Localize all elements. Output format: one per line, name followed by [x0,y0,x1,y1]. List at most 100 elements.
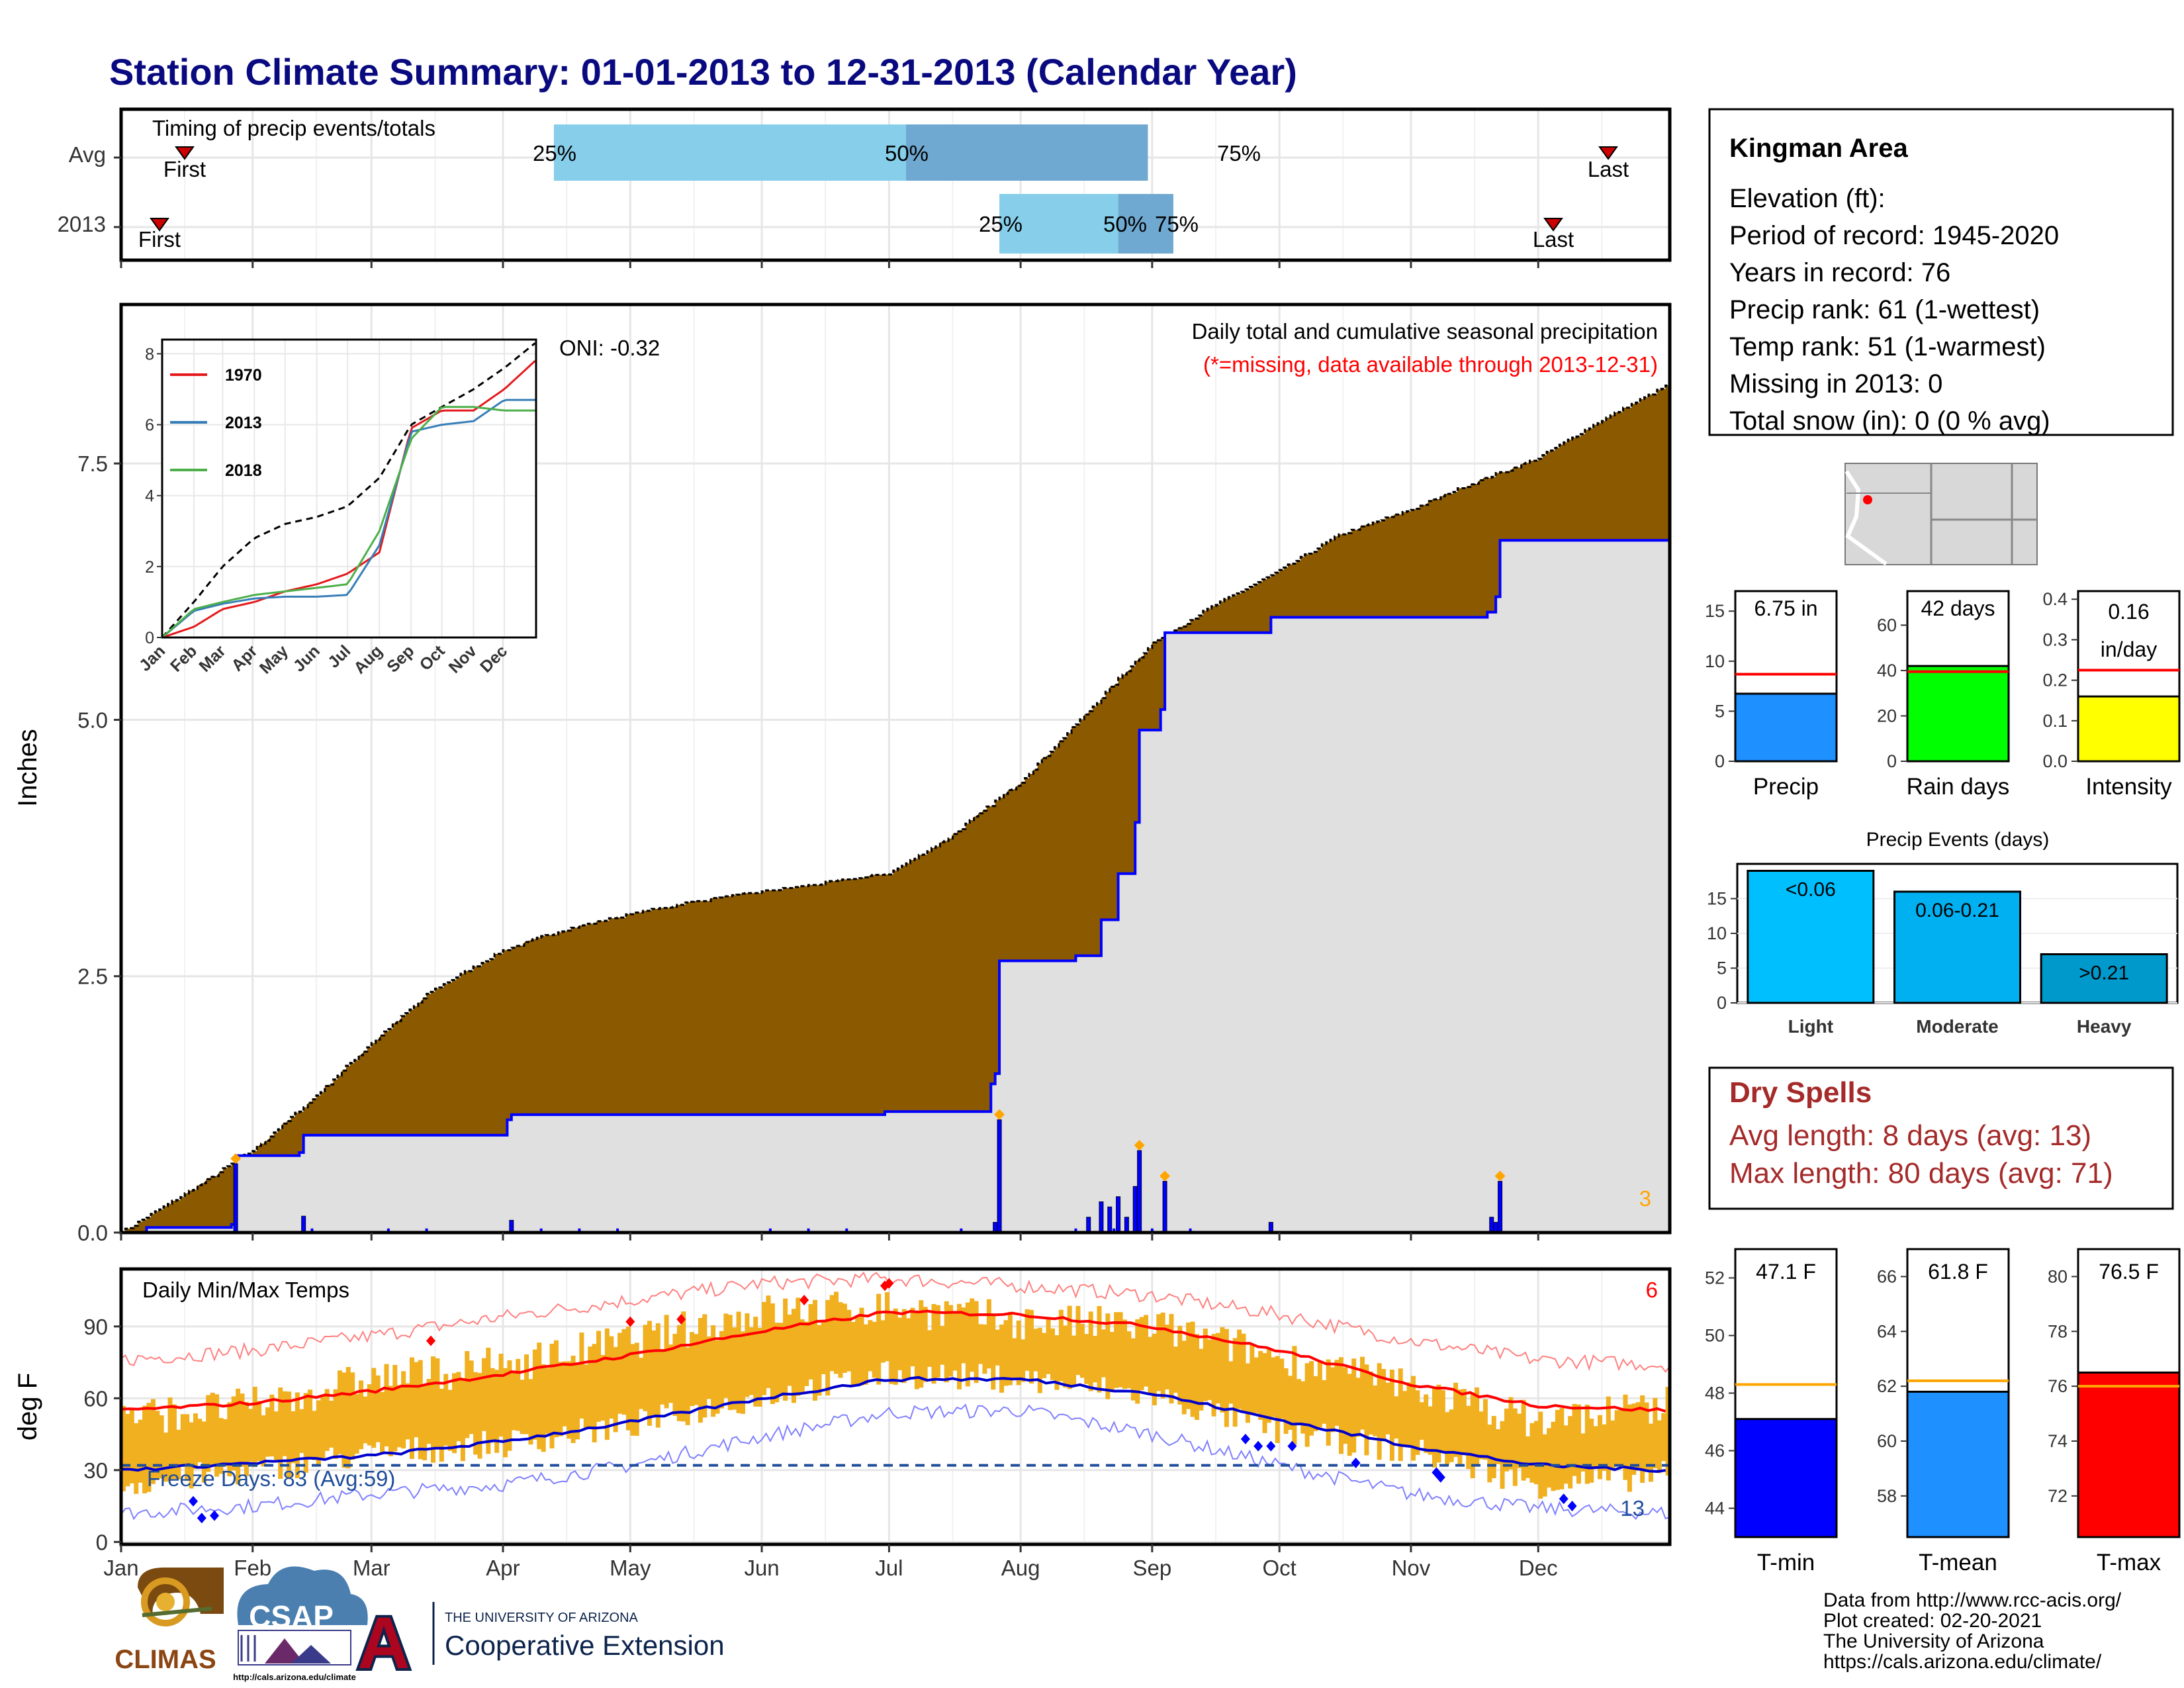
month-tick-label: Dec [1519,1556,1558,1580]
daily-temp-range [1457,1389,1463,1466]
daily-temp-range [1334,1360,1340,1426]
daily-temp-range [838,1302,843,1378]
daily-temp-range [414,1362,419,1438]
temp-y-tick-label: 0 [96,1530,108,1554]
daily-temp-range [146,1403,152,1492]
daily-temp-range [486,1347,491,1454]
daily-temp-range [324,1389,330,1451]
daily-temp-range [1275,1356,1280,1443]
daily-temp-range [180,1414,185,1465]
daily-temp-range [537,1342,542,1450]
daily-temp-range [1610,1420,1615,1470]
daily-temp-range [995,1329,1000,1366]
daily-temp-range [1351,1358,1357,1453]
daily-temp-range [1657,1420,1662,1474]
daily-temp-range [876,1293,882,1385]
daily-temp-range [308,1389,313,1459]
daily-temp-range [1190,1321,1195,1417]
daily-temp-range [570,1355,576,1443]
daily-temp-range [1177,1325,1183,1405]
credit-line-1: Data from http://www.rcc-acis.org/ [1823,1589,2122,1611]
daily-temp-range [676,1325,682,1421]
daily-temp-range [265,1407,270,1457]
record-low-marker [1435,1472,1445,1483]
tmax-chart: 72 74 76 78 80 76.5 F T-max [2048,1248,2181,1575]
daily-precip-bar [1086,1217,1091,1233]
daily-temp-range [1368,1371,1373,1435]
trace-precip-bar [998,1228,1001,1233]
timing-bar-lower-quartile [553,124,907,181]
timing-panel: Timing of precip events/totals Avg 2013 … [58,107,1672,268]
daily-temp-range [1580,1433,1586,1472]
daily-temp-range [1576,1404,1581,1484]
rain-days-category-label: Rain days [1907,774,2010,800]
daily-temp-range [956,1303,962,1389]
timing-year-last: Last [1533,218,1574,252]
precip-y-tick-label: 5.0 [77,708,108,732]
daily-temp-range [1199,1348,1204,1411]
precip-total-category-label: Precip [1753,774,1819,800]
daily-temp-range [884,1292,889,1362]
rain-days-value-bar [1906,665,2010,763]
daily-temp-range [155,1411,160,1480]
daily-temp-range [456,1372,461,1442]
daily-temp-range [231,1396,236,1471]
daily-temp-range [910,1307,915,1366]
station-line-4: Precip rank: 61 (1-wettest) [1729,295,2040,324]
daily-temp-range [1330,1367,1336,1432]
daily-precip-bar [1099,1201,1104,1233]
daily-temp-range [240,1393,245,1467]
daily-temp-range [1109,1332,1115,1391]
tmin-y-tick-label: 52 [1705,1268,1725,1288]
events-y-tick-label: 15 [1707,889,1727,909]
daily-temp-range [409,1357,414,1459]
daily-temp-range [1283,1368,1289,1434]
daily-temp-range [121,1405,126,1491]
inset-y-tick-label: 0 [145,629,154,647]
daily-temp-range [1033,1329,1038,1372]
timing-avg-p75: 75% [1217,141,1261,165]
daily-temp-range [935,1305,940,1378]
daily-temp-range [1042,1333,1047,1378]
month-tick-label: Jul [875,1556,903,1580]
daily-temp-range [481,1358,486,1431]
daily-temp-range [796,1297,801,1396]
daily-temp-range [574,1362,580,1440]
freeze-days-label: Freeze Days: 83 (Avg:59) [147,1466,395,1491]
daily-temp-range [808,1304,813,1380]
daily-temp-range [927,1330,933,1367]
daily-temp-range [142,1405,148,1493]
timing-avg-last: Last [1588,146,1629,181]
daily-temp-range [1432,1387,1437,1468]
daily-temp-range [664,1315,669,1409]
month-tick-label: Aug [1001,1556,1040,1580]
daily-temp-range [1237,1329,1242,1409]
daily-temp-range [541,1364,546,1452]
daily-temp-range [1508,1397,1514,1470]
daily-temp-range [965,1302,970,1387]
events-bar-label: >0.21 [2079,962,2129,984]
daily-temp-range [579,1332,584,1419]
daily-temp-range [897,1317,903,1370]
daily-temp-range [1559,1408,1565,1489]
daily-temp-range [1258,1350,1263,1420]
daily-temp-range [668,1344,674,1403]
daily-temp-range [1436,1384,1441,1463]
precip-total-y-tick-label: 15 [1705,601,1725,621]
daily-temp-range [1479,1411,1484,1460]
daily-temp-range [460,1380,465,1462]
daily-temp-range [1186,1322,1191,1409]
timing-avg-p50: 50% [885,141,929,165]
record-high-marker [625,1316,635,1327]
daily-temp-range [893,1308,898,1385]
daily-temp-range [222,1419,228,1467]
daily-temp-range [1135,1319,1140,1404]
daily-temp-range [1475,1387,1480,1465]
month-tick-label: May [610,1556,651,1580]
daily-temp-range [193,1413,198,1470]
daily-temp-range [431,1356,436,1463]
daily-temp-range [634,1342,639,1436]
daily-temp-range [363,1396,368,1444]
station-line-7: Total snow (in): 0 (0 % avg) [1729,406,2050,436]
daily-temp-range [596,1331,602,1422]
